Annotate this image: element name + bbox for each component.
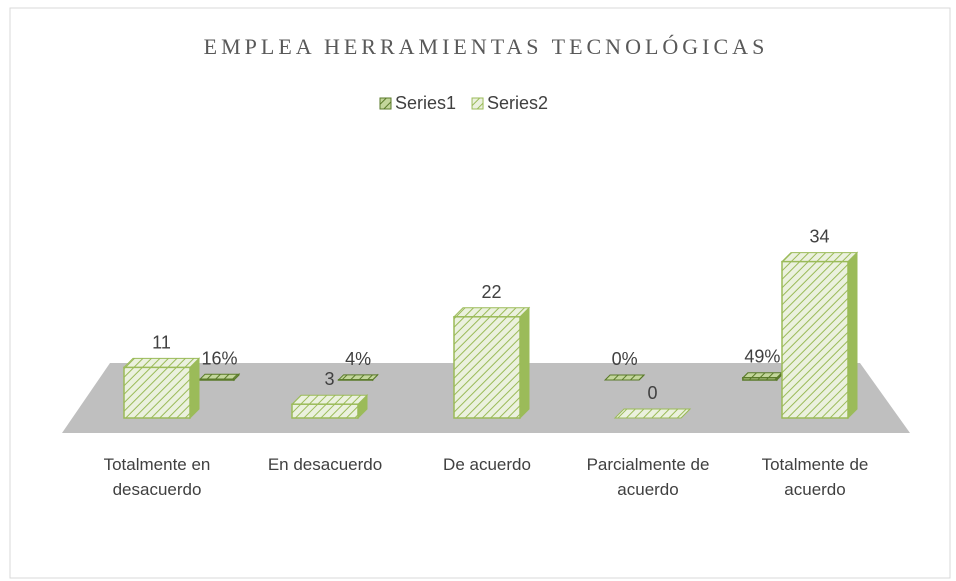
data-label: 11 (152, 332, 171, 352)
bar (613, 408, 692, 419)
bar-front (123, 366, 191, 419)
x-tick-label: Parcialmente de acuerdo (586, 455, 710, 499)
bar (198, 373, 241, 382)
bar (603, 374, 646, 381)
data-label: 3 (324, 369, 334, 389)
x-tick-label: Totalmente de acuerdo (761, 455, 869, 499)
bar-top (198, 373, 241, 380)
bar-side (519, 306, 530, 420)
legend-label: Series1 (395, 93, 456, 113)
data-label: 0% (612, 349, 638, 369)
x-tick-label: Totalmente en desacuerdo (103, 455, 211, 499)
bar (290, 393, 369, 420)
data-label: 49% (744, 347, 780, 367)
data-label: 16% (201, 348, 237, 368)
data-label: 22 (481, 282, 501, 302)
bar-top (603, 374, 646, 381)
bar (452, 306, 531, 420)
bar-front (199, 378, 235, 381)
chart-title: EMPLEA HERRAMIENTAS TECNOLÓGICAS (204, 34, 769, 59)
bar (741, 371, 784, 382)
bar-top (741, 372, 784, 379)
x-tick-label: En desacuerdo (267, 455, 383, 474)
data-label: 0 (647, 383, 657, 403)
legend-label: Series2 (487, 93, 548, 113)
bar-front (453, 316, 521, 419)
bar-top (780, 252, 859, 263)
bar (122, 357, 201, 420)
legend-swatch (379, 97, 392, 110)
x-tick-label: De acuerdo (443, 455, 531, 474)
bar-top (122, 357, 201, 368)
bar-top (452, 307, 531, 318)
bar (337, 373, 379, 382)
bar-front (781, 260, 849, 419)
bar-side (189, 357, 200, 420)
data-label: 4% (345, 349, 371, 369)
bar-front (742, 376, 778, 381)
bar-front (291, 403, 359, 419)
data-label: 34 (809, 227, 829, 247)
bar-top (613, 408, 692, 419)
bar (780, 251, 859, 420)
bar-top (290, 394, 369, 405)
bar-top (337, 374, 379, 381)
legend-swatch (471, 97, 484, 110)
bar-side (847, 251, 858, 420)
